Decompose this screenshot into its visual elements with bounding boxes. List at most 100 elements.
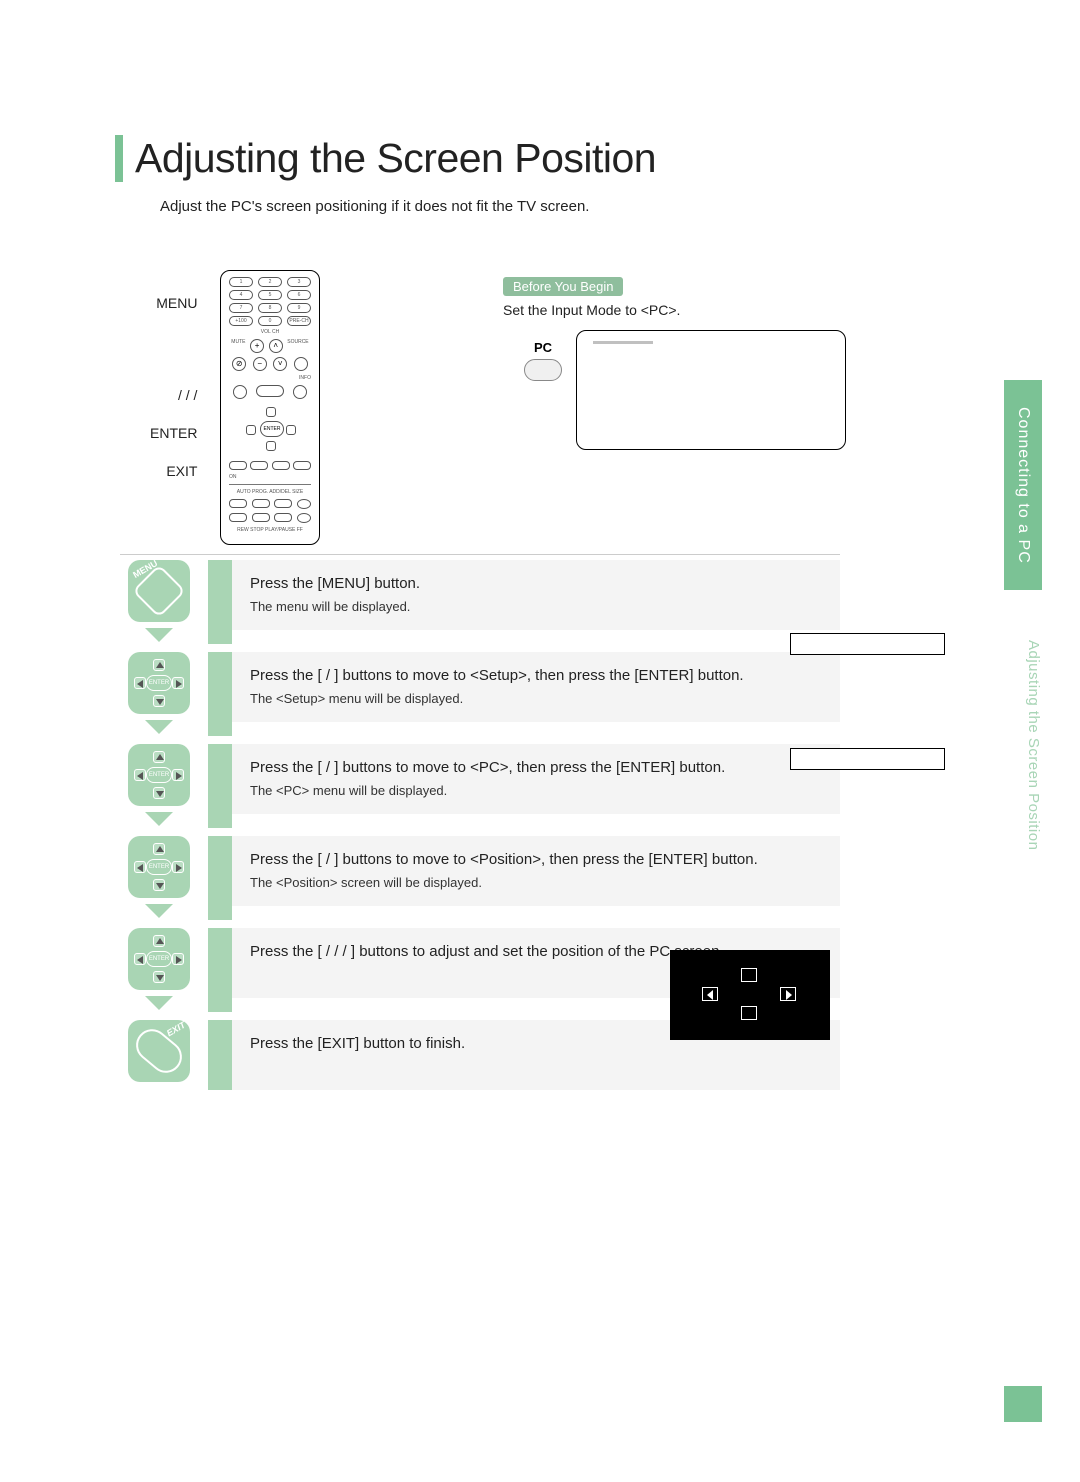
ch-down-icon: ˅: [273, 357, 287, 371]
page-corner-accent: [1004, 1386, 1042, 1422]
menu-button-icon: MENU: [128, 560, 190, 622]
title-block: Adjusting the Screen Position: [115, 135, 656, 182]
nav-pad-icon: ENTER: [128, 744, 190, 806]
nav-enter: ENTER: [260, 421, 284, 437]
chapter-side-tab: Connecting to a PC Adjusting the Screen …: [1004, 380, 1042, 980]
step-body: Press the [MENU] button. The menu will b…: [232, 560, 840, 630]
step-sub: The <Position> screen will be displayed.: [250, 874, 822, 892]
remote-nav-pad: ENTER: [240, 405, 300, 455]
result-placeholder-1: [790, 633, 945, 655]
position-screen-mock: [670, 950, 830, 1040]
label-exit: EXIT: [150, 463, 197, 479]
fn-pip: [229, 461, 247, 470]
pc-label: PC: [520, 340, 566, 355]
transport-label: REW STOP PLAY/PAUSE FF: [229, 527, 311, 533]
remote-diagram: 123 456 789 +1000PRE-CH VOL CH MUTE + ˄ …: [220, 270, 320, 545]
nav-pad-icon: ENTER: [128, 928, 190, 990]
step-body: Press the [ / ] buttons to move to <PC>,…: [232, 744, 840, 814]
step-number-strip: [208, 560, 232, 644]
ch-up-icon: ˄: [269, 339, 283, 353]
before-you-begin-text: Set the Input Mode to <PC>.: [503, 302, 680, 318]
num-8: 8: [258, 303, 282, 313]
fn-e: [274, 513, 292, 522]
fn-pc: [252, 513, 270, 522]
result-placeholder-2: [790, 748, 945, 770]
pos-left-icon: [702, 987, 718, 1001]
label-enter: ENTER: [150, 425, 197, 441]
fn-on-label: ON: [229, 474, 311, 480]
remote-divider: [229, 484, 311, 485]
step-main: Press the [ / ] buttons to move to <PC>,…: [250, 758, 822, 778]
fn-c: [274, 499, 292, 508]
num-plus100: +100: [229, 316, 253, 326]
fn-f: [297, 513, 311, 523]
pc-oval-icon: [524, 359, 562, 381]
step-sub: The menu will be displayed.: [250, 598, 822, 616]
step-number-strip: [208, 836, 232, 920]
pos-down-icon: [741, 1006, 757, 1020]
section-label: AUTO PROG. ADD/DEL SIZE: [229, 489, 311, 495]
before-you-begin-badge: Before You Begin: [503, 277, 623, 296]
num-0: 0: [258, 316, 282, 326]
num-prech: PRE-CH: [287, 316, 311, 326]
fn-d: [297, 499, 311, 509]
vol-down-icon: −: [253, 357, 267, 371]
pos-right-icon: [780, 987, 796, 1001]
extra-btn-3: [293, 385, 307, 399]
info-panel: [576, 330, 846, 450]
fn-blank1: [293, 461, 311, 470]
nav-down-icon: [266, 441, 276, 451]
step-body: Press the [ / ] buttons to move to <Setu…: [232, 652, 840, 722]
extra-btn-2: [256, 385, 284, 397]
step-main: Press the [ / ] buttons to move to <Posi…: [250, 850, 822, 870]
num-3: 3: [287, 277, 311, 287]
step-body: Press the [ / ] buttons to move to <Posi…: [232, 836, 840, 906]
fn-dnie: [229, 513, 247, 522]
step-main: Press the [MENU] button.: [250, 574, 822, 594]
arrow-down-icon: [145, 812, 173, 826]
exit-button-icon: EXIT: [128, 1020, 190, 1082]
nav-right-icon: [286, 425, 296, 435]
source-icon: [294, 357, 308, 371]
step-number-strip: [208, 1020, 232, 1090]
num-2: 2: [258, 277, 282, 287]
num-6: 6: [287, 290, 311, 300]
pos-up-icon: [741, 968, 757, 982]
info-panel-header: [593, 341, 653, 344]
step-4: ENTER Press the [ / ] buttons to move to…: [120, 836, 840, 920]
vol-ch-label: VOL CH: [229, 329, 311, 335]
fn-b: [252, 499, 270, 508]
mute-icon: ⊘: [232, 357, 246, 371]
label-arrows: / / /: [150, 387, 197, 403]
chapter-label: Connecting to a PC: [1004, 380, 1042, 590]
step-number-strip: [208, 744, 232, 828]
extra-btn-1: [233, 385, 247, 399]
source-label: SOURCE: [287, 339, 308, 353]
num-7: 7: [229, 303, 253, 313]
num-9: 9: [287, 303, 311, 313]
mute-label: MUTE: [231, 339, 245, 353]
step-1: MENU Press the [MENU] button. The menu w…: [120, 560, 840, 644]
step-2: ENTER Press the [ / ] buttons to move to…: [120, 652, 840, 736]
step-sub: The <Setup> menu will be displayed.: [250, 690, 822, 708]
fn-mts: [272, 461, 290, 470]
arrow-down-icon: [145, 628, 173, 642]
fn-a: [229, 499, 247, 508]
intro-text: Adjust the PC's screen positioning if it…: [160, 198, 589, 215]
label-menu: MENU: [150, 295, 197, 311]
fn-still: [250, 461, 268, 470]
pc-mode-badge: PC: [520, 340, 566, 381]
title-accent-bar: [115, 135, 123, 182]
remote-overview: MENU / / / ENTER EXIT 123 456 789 +1000P…: [120, 270, 840, 555]
nav-up-icon: [266, 407, 276, 417]
section-label: Adjusting the Screen Position: [1004, 640, 1042, 850]
remote-label-column: MENU / / / ENTER EXIT: [150, 295, 197, 487]
arrow-down-icon: [145, 996, 173, 1010]
step-sub: The <PC> menu will be displayed.: [250, 782, 822, 800]
num-1: 1: [229, 277, 253, 287]
nav-pad-icon: ENTER: [128, 836, 190, 898]
step-main: Press the [ / ] buttons to move to <Setu…: [250, 666, 822, 686]
page-title: Adjusting the Screen Position: [135, 135, 656, 182]
step-number-strip: [208, 928, 232, 1012]
arrow-down-icon: [145, 720, 173, 734]
